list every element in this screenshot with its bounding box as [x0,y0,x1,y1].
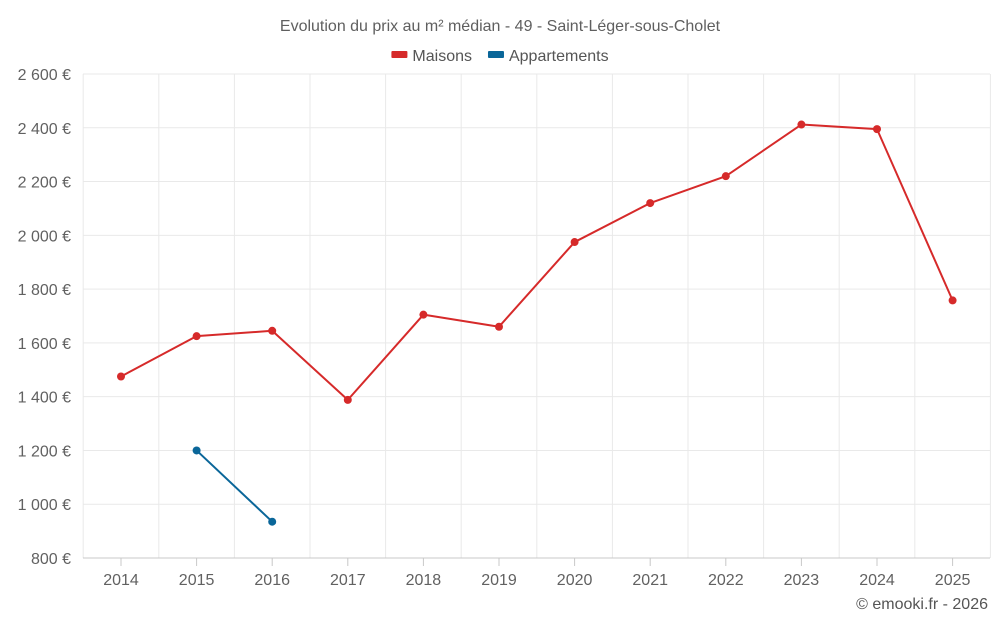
data-point-maisons[interactable] [495,322,503,331]
data-point-maisons[interactable] [570,238,579,247]
y-tick-label: 2 000 € [18,228,71,245]
y-tick-label: 1 200 € [18,443,71,460]
y-tick-label: 1 400 € [18,390,71,407]
legend-swatch [487,51,504,58]
data-point-maisons[interactable] [948,296,957,305]
x-tick-label: 2015 [179,572,215,589]
grid [82,73,991,558]
legend-item-appartements[interactable]: Appartements [487,48,609,65]
x-tick-label: 2020 [557,572,593,589]
data-point-maisons[interactable] [797,120,806,129]
y-tick-label: 2 600 € [18,67,71,84]
x-tick-label: 2021 [632,572,668,589]
x-tick-label: 2023 [784,572,820,589]
data-point-appartements[interactable] [268,517,277,526]
x-tick-label: 2014 [103,572,139,589]
series-line-maisons [120,123,954,401]
data-point-maisons[interactable] [646,199,655,208]
series-maisons [117,120,957,404]
axes: 800 € 1 000 € 1 200 € 1 400 € 1 600 € 1 800 €… [18,67,990,589]
legend-label: Maisons [412,48,472,65]
y-tick-label: 800 € [31,551,71,568]
data-point-maisons[interactable] [343,395,352,404]
data-point-maisons[interactable] [873,125,881,134]
credit-text: © emooki.fr - 2026 [856,596,988,613]
y-tick-label: 1 600 € [18,336,71,353]
data-point-maisons[interactable] [419,310,428,319]
legend-item-maisons[interactable]: Maisons [391,48,472,65]
x-tick-label: 2025 [935,572,971,589]
x-tick-label: 2016 [254,572,290,589]
data-point-maisons[interactable] [117,372,125,381]
y-tick-label: 1 000 € [18,497,71,514]
x-tick-label: 2019 [481,572,517,589]
data-point-maisons[interactable] [268,326,277,335]
data-point-maisons[interactable] [192,332,201,341]
chart-title: Evolution du prix au m² médian - 49 - Sa… [280,18,721,35]
legend: Maisons Appartements [391,48,609,65]
series-line-appartements [195,449,274,523]
legend-label: Appartements [509,48,609,65]
x-tick-label: 2024 [859,572,895,589]
series-lines [117,120,957,526]
y-tick-label: 2 200 € [18,175,71,192]
series-appartements [192,446,277,526]
legend-swatch [391,51,408,58]
x-tick-label: 2017 [330,572,366,589]
y-tick-label: 2 400 € [18,121,71,138]
x-tick-label: 2022 [708,572,744,589]
y-tick-label: 1 800 € [18,282,71,299]
data-point-maisons[interactable] [721,172,730,181]
x-tick-label: 2018 [406,572,442,589]
data-point-appartements[interactable] [192,446,201,455]
